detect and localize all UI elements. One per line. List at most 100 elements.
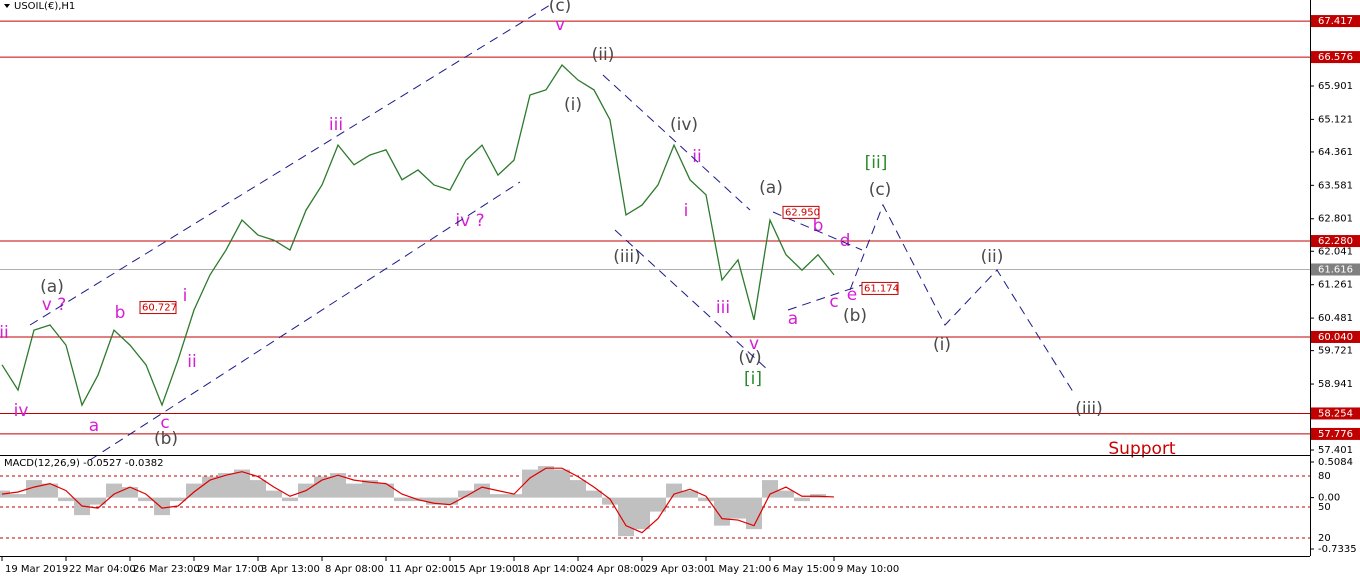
histogram-bar [266,490,282,498]
y-tick-label: 57.401 [1318,445,1353,456]
chart-title: USOIL(€),H1 [14,1,75,12]
y-tick-label: 62.801 [1318,214,1353,225]
wave-label: ii [692,147,701,167]
wave-label: v [555,15,565,35]
wave-label: (b) [154,429,178,449]
y-tick-label: 61.261 [1318,280,1353,291]
wave-label: iii [716,298,730,318]
level-label-box [1311,427,1360,440]
wave-label: i [684,201,689,221]
wave-label: Support [1108,439,1176,459]
projection-line [849,203,1076,396]
wave-label: d [840,231,851,251]
x-tick-label: 19 Mar 2019 [5,564,68,575]
histogram-bar [394,497,410,502]
price-tag: 62.950 [785,207,820,218]
wave-label: (v) [738,348,761,368]
histogram-bar [666,483,682,498]
histogram-bar [10,494,26,498]
histogram-bar [282,497,298,502]
wave-label: ii [0,323,9,343]
wave-label: (iv) [670,115,698,135]
histogram-bar [202,476,218,498]
wave-label: (i) [933,335,951,355]
wave-label: (c) [869,180,892,200]
wave-label: iv ? [455,211,484,231]
wave-label: a [89,416,99,436]
x-tick-label: 29 Apr 03:00 [645,564,710,575]
wave-label: (a) [40,277,64,297]
wave-label: v ? [42,295,67,315]
wave-label: (iii) [613,247,640,267]
y-tick-label: 0.00 [1318,493,1340,504]
wave-label: a [788,309,798,329]
histogram-bar [538,466,554,498]
trend-line [89,181,521,461]
price-tag: 60.727 [142,303,177,314]
y-tick-label: 58.941 [1318,379,1353,390]
histogram-bar [426,497,442,505]
x-tick-label: 8 Apr 08:00 [325,564,384,575]
histogram-bar [698,497,714,502]
histogram-bar [746,497,762,530]
histogram-bar [170,497,186,502]
histogram-bar [778,490,794,498]
wave-label: b [813,216,824,236]
trend-line [614,229,769,371]
wave-label: v [749,334,759,354]
x-tick-label: 15 Apr 19:00 [453,564,518,575]
histogram-bar [346,483,362,498]
wave-label: (ii) [592,45,615,65]
histogram-bar [570,480,586,498]
histogram-bar [234,469,250,498]
y2-tick-label: 80 [1318,471,1331,482]
level-label-box [1311,407,1360,420]
menu-icon [4,4,10,8]
wave-label: i [183,286,188,306]
histogram-bar [650,497,666,512]
price-tag-box [782,205,820,219]
wave-label: (a) [759,178,783,198]
trend-line [602,74,751,211]
wave-label: (i) [564,95,582,115]
y2-tick-label: 50 [1318,502,1331,513]
histogram-bar [474,483,490,498]
histogram-bar [42,483,58,498]
histogram-bar [458,490,474,498]
histogram-bar [378,483,394,498]
wave-label: (b) [843,306,867,326]
histogram-bar [634,497,650,530]
level-label-box [1311,235,1360,248]
y-tick-label: 60.481 [1318,313,1353,324]
histogram-bar [122,487,138,498]
y2-tick-label: 20 [1318,533,1331,544]
y-tick-label: 64.361 [1318,147,1353,158]
histogram-bar [106,483,122,498]
wave-label: [ii] [865,153,888,173]
histogram-bar [218,473,234,498]
trend-line [787,284,863,311]
wave-label: [i] [744,369,762,389]
price-tag-box [861,281,899,295]
level-label-box [1311,15,1360,28]
x-tick-label: 1 May 21:00 [709,564,771,575]
level-label: 67.417 [1318,16,1353,27]
wave-label: (ii) [981,247,1004,267]
level-label: 57.776 [1318,429,1353,440]
y-tick-label: 59.721 [1318,346,1353,357]
x-tick-label: 3 Apr 13:00 [261,564,320,575]
histogram-bar [138,497,154,502]
x-tick-label: 29 Mar 17:00 [197,564,264,575]
histogram-bar [506,494,522,498]
y-tick-label: -0.7335 [1318,544,1357,555]
y-tick-label: 62.041 [1318,246,1353,257]
histogram-bar [154,497,170,516]
histogram-bar [90,497,106,505]
wave-label: b [115,303,126,323]
wave-label: (iii) [1075,399,1102,419]
level-label: 62.280 [1318,236,1353,247]
histogram-bar [26,480,42,498]
histogram-bar [682,490,698,498]
histogram-bar [522,469,538,498]
level-label-box [1311,330,1360,343]
